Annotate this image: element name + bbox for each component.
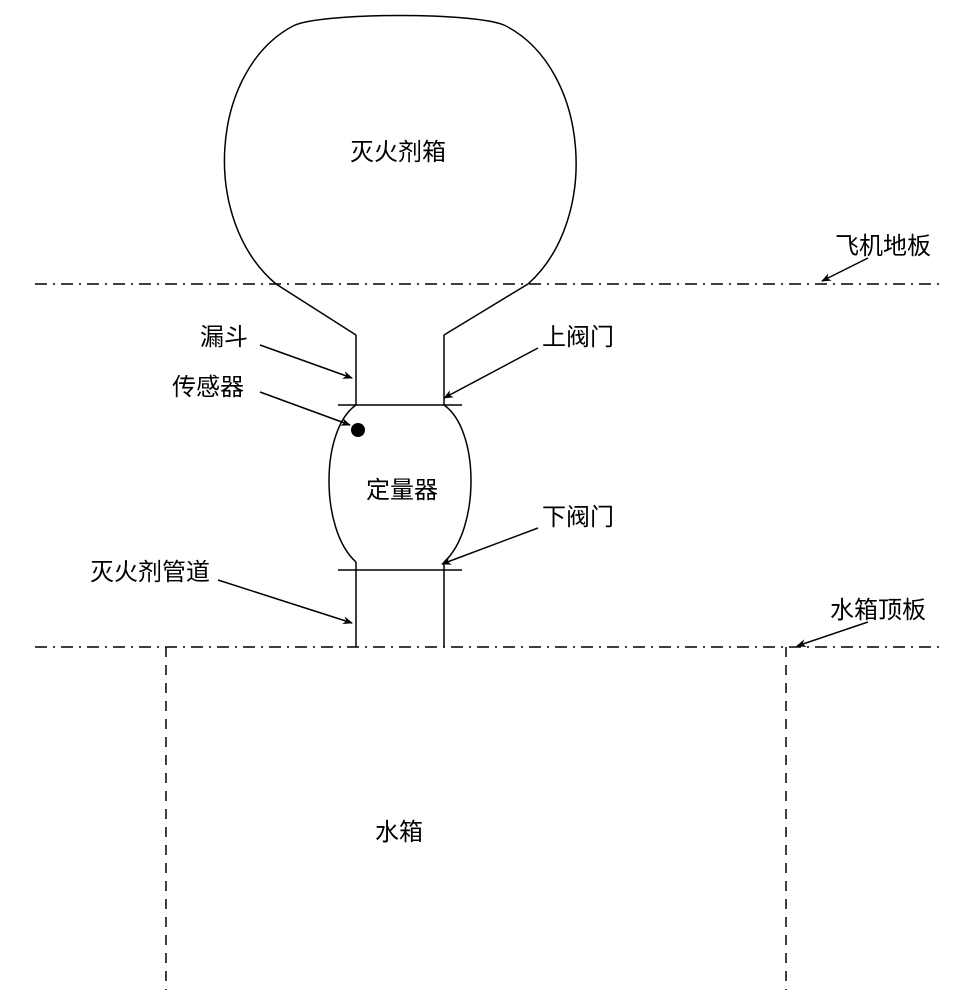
funnel-right	[444, 284, 528, 335]
aircraft-floor-label: 飞机地板	[835, 233, 931, 260]
agent-tank-top-arc	[293, 16, 506, 27]
agent-pipe-label: 灭火剂管道	[90, 559, 210, 586]
funnel-left	[276, 284, 356, 335]
agent-tank-label: 灭火剂箱	[350, 139, 446, 166]
doser-bulb-right	[444, 405, 471, 562]
agent-pipe-arrow	[218, 580, 352, 623]
lower-valve-label: 下阀门	[542, 504, 614, 531]
sensor-label: 传感器	[172, 374, 244, 401]
sensor-arrow	[260, 392, 350, 425]
sensor-dot	[351, 423, 365, 437]
water-tank-label: 水箱	[375, 819, 423, 846]
upper-valve-arrow	[444, 348, 538, 398]
agent-tank-shape-right	[506, 26, 576, 284]
water-tank-top-label: 水箱顶板	[830, 597, 926, 624]
agent-tank-shape	[224, 26, 293, 284]
funnel-arrow	[260, 345, 352, 378]
funnel-label: 漏斗	[200, 324, 248, 351]
water-tank-top-arrow	[797, 622, 868, 646]
doser-label: 定量器	[366, 477, 438, 504]
aircraft-floor-arrow	[822, 258, 868, 281]
upper-valve-label: 上阀门	[542, 324, 614, 351]
